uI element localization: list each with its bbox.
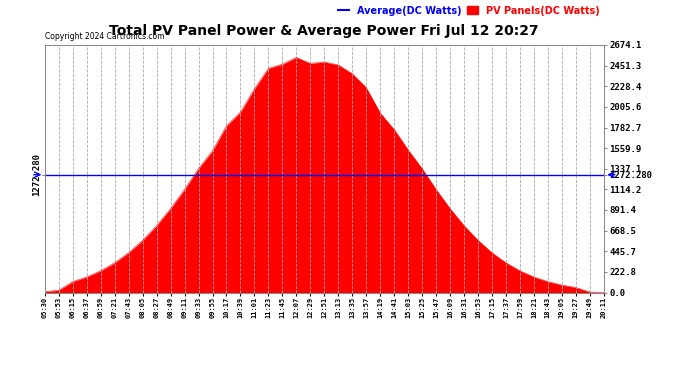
Legend: Average(DC Watts), PV Panels(DC Watts): Average(DC Watts), PV Panels(DC Watts)	[334, 2, 604, 20]
Text: Total PV Panel Power & Average Power Fri Jul 12 20:27: Total PV Panel Power & Average Power Fri…	[110, 24, 539, 38]
Text: Copyright 2024 Cartronics.com: Copyright 2024 Cartronics.com	[45, 32, 164, 41]
